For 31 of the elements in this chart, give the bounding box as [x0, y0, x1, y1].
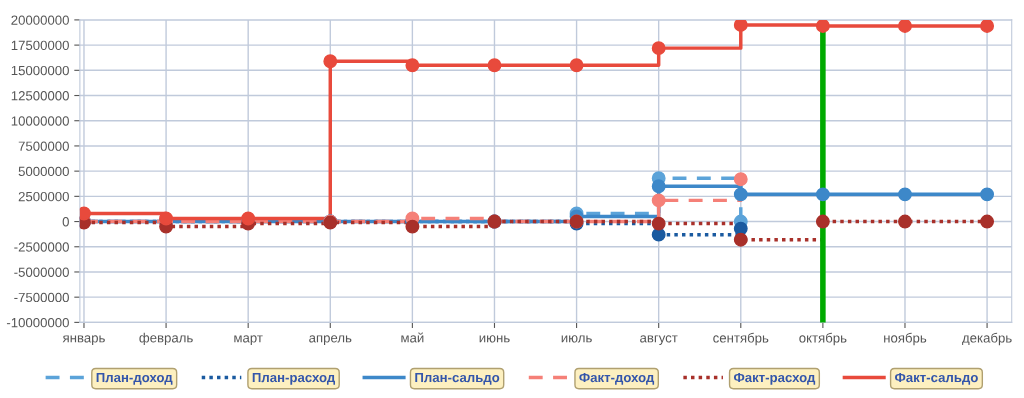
legend-label: План-сальдо — [415, 372, 500, 385]
y-tick-label: -5000000 — [14, 267, 69, 277]
x-tick-label: август — [640, 335, 678, 346]
x-tick-label: апрель — [309, 335, 352, 346]
y-tick-label: 20000000 — [11, 15, 69, 25]
x-tick-label: март — [234, 335, 263, 346]
y-tick-label: 10000000 — [11, 116, 69, 126]
x-tick-label: февраль — [139, 332, 193, 346]
legend-label: Факт-сальдо — [895, 372, 978, 385]
y-tick-label: 0 — [62, 217, 69, 227]
y-tick-label: 12500000 — [11, 91, 69, 101]
legend-label: Факт-расход — [733, 372, 816, 385]
legend-label: План-расход — [252, 372, 336, 385]
y-tick-label: -2500000 — [14, 242, 69, 252]
y-tick-label: 7500000 — [18, 141, 69, 151]
x-tick-label: май — [401, 332, 424, 343]
x-tick-label: ноябрь — [884, 332, 927, 346]
y-tick-label: -7500000 — [14, 292, 69, 303]
y-tick-label: 15000000 — [11, 65, 69, 76]
x-tick-label: июнь — [479, 335, 510, 343]
y-tick-label: 2500000 — [18, 191, 69, 202]
y-tick-label: 5000000 — [18, 166, 69, 177]
y-tick-label: 17500000 — [11, 40, 69, 51]
x-tick-label: январь — [62, 335, 105, 346]
x-tick-label: декабрь — [962, 332, 1012, 346]
legend-label: План-доход — [96, 372, 173, 385]
x-tick-label: октябрь — [799, 332, 847, 346]
legend-label: Факт-доход — [579, 372, 655, 385]
y-tick-label: -10000000 — [6, 317, 69, 328]
x-tick-label: июль — [561, 335, 592, 343]
x-tick-label: сентябрь — [713, 332, 769, 346]
